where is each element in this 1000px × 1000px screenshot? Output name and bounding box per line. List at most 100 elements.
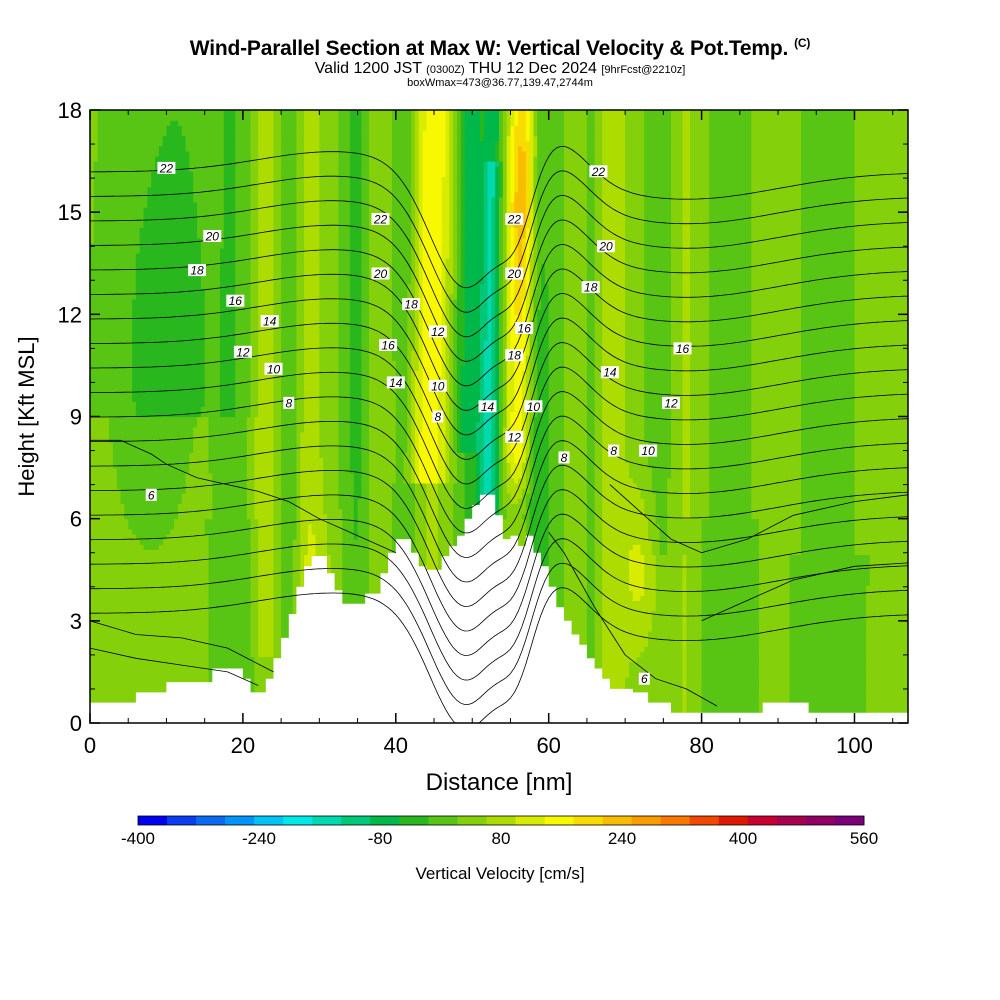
contour-label: 12 (431, 325, 445, 339)
colorbar-swatch (428, 816, 458, 825)
contour-label: 8 (561, 451, 568, 465)
colorbar-swatch (718, 816, 749, 825)
contour-label-box (505, 267, 524, 280)
contour-label-box (608, 444, 620, 457)
y-tick-label: 6 (70, 507, 82, 532)
contour-label: 14 (389, 376, 403, 390)
y-tick-label: 18 (58, 98, 82, 123)
contour-label: 16 (381, 339, 395, 353)
theta-contour (90, 195, 908, 338)
colorbar-swatch (283, 816, 313, 825)
theta-contour (90, 145, 908, 289)
contour-label: 14 (603, 366, 617, 380)
theta-contour (90, 562, 908, 705)
theta-contour (609, 484, 908, 554)
contour-label-box (283, 396, 295, 409)
contour-label: 12 (664, 396, 678, 410)
contour-label-box (188, 264, 206, 277)
contour-label: 20 (373, 267, 388, 281)
contour-label-box (600, 366, 619, 379)
contour-label-box (478, 400, 497, 413)
colorbar-swatch (747, 816, 778, 825)
contour-label: 6 (641, 672, 648, 686)
x-tick-label: 80 (689, 733, 713, 758)
theta-contour (90, 391, 908, 534)
contour-label-box (371, 267, 390, 280)
x-tick-label: 60 (536, 733, 560, 758)
contour-label: 10 (267, 362, 281, 376)
theta-contour (701, 562, 908, 622)
theta-contour (90, 293, 908, 436)
theta-contour (90, 268, 908, 411)
theta-contour (90, 620, 274, 673)
colorbar-swatch (486, 816, 516, 825)
contour-label: 14 (481, 400, 495, 414)
contour-label-box (597, 240, 615, 253)
colorbar-swatch (254, 816, 284, 825)
contour-label-box (581, 281, 600, 294)
contour-label: 20 (205, 230, 220, 244)
x-tick-label: 0 (84, 733, 96, 758)
contour-label-box (638, 672, 650, 685)
y-axis-label: Height [Kft MSL] (14, 336, 39, 496)
contour-label-box (386, 376, 405, 389)
contour-label: 22 (507, 213, 522, 227)
contour-label-box (402, 298, 421, 311)
colorbar-swatch (138, 816, 168, 825)
theta-contours (90, 145, 908, 723)
copyright-mark: (C) (794, 36, 811, 50)
contour-label-box (260, 315, 279, 328)
x-tick-label: 100 (836, 733, 873, 758)
contour-label-box (371, 213, 390, 225)
colorbar-swatch (196, 816, 226, 825)
contour-label: 20 (507, 267, 522, 281)
colorbar-swatch (689, 816, 720, 825)
theta-contour (90, 366, 908, 509)
theta-contour (90, 513, 908, 656)
x-tick-label: 20 (231, 733, 255, 758)
theta-contour (548, 532, 718, 707)
colorbar-tick-label: -400 (121, 829, 155, 848)
chart-title: Wind-Parallel Section at Max W: Vertical… (189, 36, 811, 60)
contour-label: 16 (518, 322, 532, 336)
contour-label-box (264, 362, 283, 375)
colorbar-swatch (399, 816, 429, 825)
theta-contour (90, 489, 908, 632)
colorbar-tick-label: 240 (608, 829, 636, 848)
y-tick-label: 3 (70, 609, 82, 634)
contour-labels: 22 20 18 16 14 12 10 8 6 22 20 18 12 16 14 10 8 14 22 20 16 1… (145, 161, 692, 686)
colorbar-swatch (776, 816, 807, 825)
contour-label: 22 (591, 165, 606, 179)
y-tick-label: 12 (58, 302, 82, 327)
contour-label-box (233, 345, 252, 358)
contour-label-box (157, 161, 176, 174)
contour-label-box (639, 444, 658, 457)
theta-contour (90, 415, 908, 558)
contour-label-box (379, 339, 398, 351)
colorbar-tick-label: -240 (242, 829, 276, 848)
contour-label-box (558, 451, 570, 464)
theta-contour (90, 647, 259, 686)
contour-label: 14 (263, 315, 277, 329)
colorbar-tick-label: -80 (368, 829, 393, 848)
colorbar-swatch (457, 816, 487, 825)
colorbar-swatch (341, 816, 371, 825)
contour-label-box (589, 165, 608, 178)
theta-contour (90, 587, 908, 723)
y-tick-label: 15 (58, 200, 82, 225)
contour-label: 18 (190, 264, 204, 278)
contour-label-box (515, 322, 534, 334)
contour-label-box (524, 400, 543, 413)
chart-subtitle-box: boxWmax=473@36.77,139.47,2744m (407, 77, 593, 89)
colorbar-tick-label: 80 (492, 829, 511, 848)
theta-contour (90, 244, 908, 387)
contour-label-box (428, 325, 447, 338)
colorbar-swatch (167, 816, 197, 825)
contour-label: 18 (584, 281, 598, 295)
theta-contour (90, 317, 908, 460)
contour-label: 12 (236, 345, 250, 359)
contour-label: 10 (641, 444, 655, 458)
contour-label: 10 (527, 400, 541, 414)
colorbar-swatch (602, 816, 633, 825)
